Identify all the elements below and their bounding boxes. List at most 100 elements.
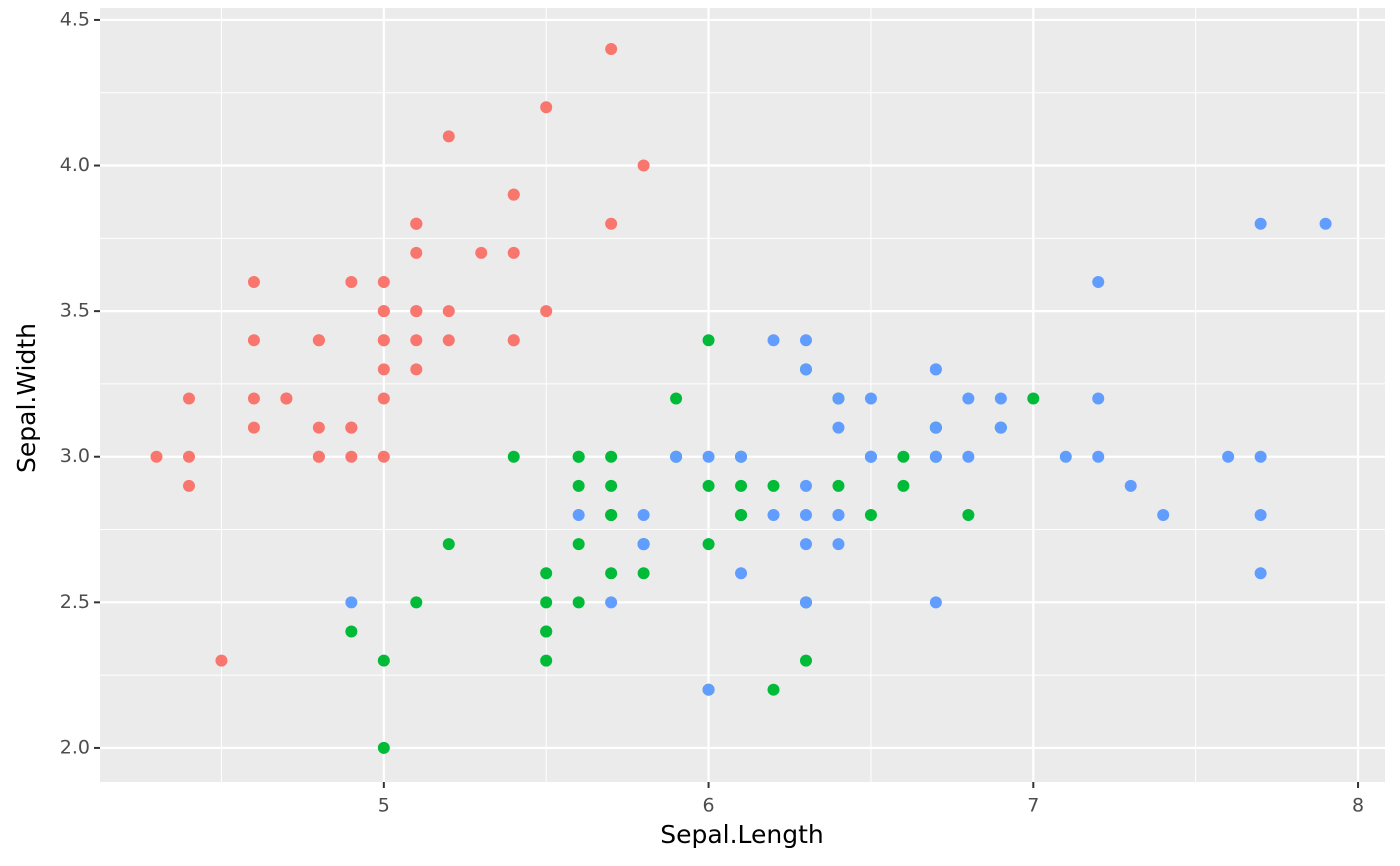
point [410,305,423,318]
point [377,654,390,667]
point [832,479,845,492]
point [377,276,390,289]
point [182,392,195,405]
point [962,392,975,405]
point [735,567,748,580]
point [540,305,553,318]
point [605,567,618,580]
point [312,421,325,434]
point [1092,392,1105,405]
point [637,567,650,580]
point [1092,276,1105,289]
point [702,450,715,463]
point [410,363,423,376]
point [962,508,975,521]
point [637,159,650,172]
x-tick-label: 6 [703,795,715,817]
point [962,450,975,463]
point [572,450,585,463]
point [182,450,195,463]
point [247,276,260,289]
point [1157,508,1170,521]
point [1124,479,1137,492]
point [475,246,488,259]
point [377,392,390,405]
point [735,450,748,463]
point [410,596,423,609]
point [410,334,423,347]
point [540,654,553,667]
point [702,538,715,551]
y-tick-label: 3.0 [60,445,90,467]
point [572,596,585,609]
point [1319,217,1332,230]
point [864,508,877,521]
point [799,654,812,667]
point [929,450,942,463]
plot-panel [100,8,1385,782]
point [929,421,942,434]
point [1254,567,1267,580]
point [799,363,812,376]
x-axis-title: Sepal.Length [660,820,824,849]
point [929,596,942,609]
point [670,450,683,463]
x-tick-label: 8 [1352,795,1364,817]
point [994,392,1007,405]
y-tick-label: 4.5 [60,8,90,30]
point [345,276,358,289]
point [605,479,618,492]
point [410,246,423,259]
point [410,217,423,230]
x-tick-label: 7 [1027,795,1039,817]
point [377,334,390,347]
point [832,508,845,521]
point [767,683,780,696]
point [929,363,942,376]
point [377,305,390,318]
point [507,246,520,259]
point [832,392,845,405]
point [345,625,358,638]
point [605,217,618,230]
point [1254,450,1267,463]
point [507,334,520,347]
point [377,741,390,754]
point [767,508,780,521]
point [540,596,553,609]
point [1027,392,1040,405]
point [735,479,748,492]
point [864,450,877,463]
point [377,363,390,376]
point [540,625,553,638]
point [1092,450,1105,463]
point [442,305,455,318]
point [1254,508,1267,521]
point [540,101,553,114]
point [247,392,260,405]
point [897,479,910,492]
point [442,334,455,347]
point [799,479,812,492]
y-axis-title: Sepal.Width [12,323,41,473]
point [540,567,553,580]
point [1222,450,1235,463]
point [345,450,358,463]
point [442,130,455,143]
point [735,508,748,521]
x-tick-label: 5 [378,795,390,817]
point [767,334,780,347]
point [572,479,585,492]
point [605,596,618,609]
point [637,508,650,521]
y-tick-label: 2.0 [60,736,90,758]
point [572,508,585,521]
point [182,479,195,492]
y-tick-label: 4.0 [60,154,90,176]
point [605,43,618,56]
point [702,683,715,696]
point [799,538,812,551]
point [994,421,1007,434]
point [150,450,163,463]
